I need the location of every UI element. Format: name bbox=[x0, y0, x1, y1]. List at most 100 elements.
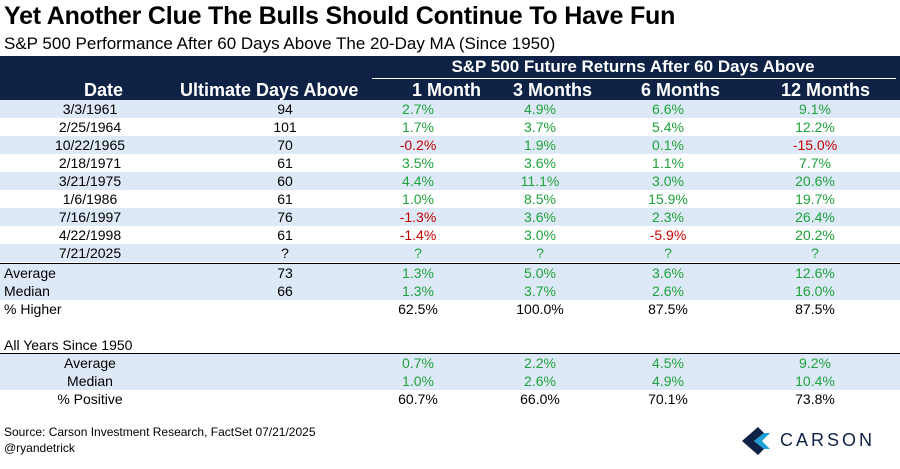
summary-cell-m3: 100.0% bbox=[516, 301, 564, 317]
table-cell-m1: ? bbox=[414, 245, 422, 261]
row-band bbox=[0, 244, 900, 262]
table-row-date: 7/16/1997 bbox=[58, 209, 122, 225]
summary-label: % Higher bbox=[4, 301, 62, 317]
table-row-date: 2/25/1964 bbox=[58, 119, 122, 135]
all-years-cell-m6: 4.9% bbox=[652, 373, 684, 389]
logo-wordmark: CARSON bbox=[780, 430, 876, 450]
summary-cell-m12: 16.0% bbox=[795, 283, 835, 299]
summary-label: Average bbox=[4, 265, 56, 281]
table-row-date: 4/22/1998 bbox=[58, 227, 122, 243]
all-years-row-label: % Positive bbox=[57, 391, 123, 407]
super-header-underline bbox=[372, 78, 896, 79]
table-cell-m1: -0.2% bbox=[399, 137, 437, 153]
table-row-days: ? bbox=[281, 245, 289, 261]
author-handle: @ryandetrick bbox=[4, 441, 75, 455]
table-row-date: 3/21/1975 bbox=[58, 173, 122, 189]
col-header-3m: 3 Months bbox=[513, 80, 592, 100]
all-years-cell-m3: 2.2% bbox=[524, 355, 556, 371]
table-cell-m1: 1.7% bbox=[402, 119, 434, 135]
super-header: S&P 500 Future Returns After 60 Days Abo… bbox=[451, 57, 815, 76]
all-years-cell-m3: 2.6% bbox=[524, 373, 556, 389]
summary-days: 73 bbox=[277, 265, 293, 281]
table-cell-m6: 6.6% bbox=[652, 101, 684, 117]
all-years-cell-m3: 66.0% bbox=[520, 391, 560, 407]
table-cell-m12: 20.6% bbox=[795, 173, 835, 189]
table-cell-m12: 9.1% bbox=[799, 101, 831, 117]
all-years-divider bbox=[0, 353, 900, 354]
row-band bbox=[0, 208, 900, 226]
all-years-row-label: Median bbox=[67, 373, 113, 389]
table-cell-m6: 5.4% bbox=[652, 119, 684, 135]
all-years-cell-m6: 4.5% bbox=[652, 355, 684, 371]
table-cell-m6: 1.1% bbox=[652, 155, 684, 171]
table-cell-m1: 4.4% bbox=[402, 173, 434, 189]
all-years-cell-m6: 70.1% bbox=[648, 391, 688, 407]
table-row-days: 61 bbox=[277, 227, 293, 243]
table-cell-m6: -5.9% bbox=[649, 227, 687, 243]
summary-label: Median bbox=[4, 283, 50, 299]
table-cell-m1: 2.7% bbox=[402, 101, 434, 117]
summary-cell-m3: 3.7% bbox=[524, 283, 556, 299]
table-cell-m3: 3.0% bbox=[524, 227, 556, 243]
table-cell-m6: 3.0% bbox=[652, 173, 684, 189]
all-years-cell-m12: 73.8% bbox=[795, 391, 835, 407]
table-row-days: 61 bbox=[277, 155, 293, 171]
table-cell-m12: ? bbox=[811, 245, 819, 261]
summary-days: 66 bbox=[277, 283, 293, 299]
table-cell-m3: 4.9% bbox=[524, 101, 556, 117]
col-header-days: Ultimate Days Above bbox=[180, 80, 359, 100]
source-note: Source: Carson Investment Research, Fact… bbox=[4, 425, 316, 439]
table-row-date: 1/6/1986 bbox=[62, 191, 118, 207]
summary-divider bbox=[0, 263, 900, 264]
table-cell-m1: -1.4% bbox=[399, 227, 437, 243]
all-years-cell-m1: 1.0% bbox=[402, 373, 434, 389]
all-years-band bbox=[0, 354, 900, 372]
table-row-days: 70 bbox=[277, 137, 293, 153]
carson-chevron-icon bbox=[742, 427, 770, 455]
summary-cell-m12: 87.5% bbox=[795, 301, 835, 317]
all-years-label: All Years Since 1950 bbox=[4, 337, 133, 353]
col-header-1m: 1 Month bbox=[412, 80, 481, 100]
table-cell-m6: ? bbox=[664, 245, 672, 261]
table-cell-m12: 19.7% bbox=[795, 191, 835, 207]
table-cell-m1: -1.3% bbox=[399, 209, 437, 225]
summary-band bbox=[0, 282, 900, 300]
all-years-cell-m1: 0.7% bbox=[402, 355, 434, 371]
table-cell-m3: 11.1% bbox=[520, 173, 560, 189]
chart-title: Yet Another Clue The Bulls Should Contin… bbox=[4, 2, 676, 30]
summary-band bbox=[0, 264, 900, 282]
table-cell-m1: 1.0% bbox=[402, 191, 434, 207]
all-years-cell-m1: 60.7% bbox=[398, 391, 438, 407]
col-header-6m: 6 Months bbox=[641, 80, 720, 100]
all-years-cell-m12: 10.4% bbox=[795, 373, 835, 389]
row-band bbox=[0, 172, 900, 190]
table-cell-m1: 3.5% bbox=[402, 155, 434, 171]
table-row-days: 94 bbox=[277, 101, 293, 117]
table-cell-m12: 7.7% bbox=[799, 155, 831, 171]
table-cell-m6: 2.3% bbox=[652, 209, 684, 225]
table-row-date: 7/21/2025 bbox=[58, 245, 122, 261]
table-cell-m3: 1.9% bbox=[524, 137, 556, 153]
all-years-cell-m12: 9.2% bbox=[799, 355, 831, 371]
all-years-row-label: Average bbox=[64, 355, 116, 371]
table-row-days: 60 bbox=[277, 173, 293, 189]
table-row-date: 2/18/1971 bbox=[58, 155, 122, 171]
summary-cell-m6: 2.6% bbox=[652, 283, 684, 299]
table-row-days: 101 bbox=[273, 119, 297, 135]
table-row-days: 76 bbox=[277, 209, 293, 225]
summary-cell-m6: 87.5% bbox=[648, 301, 688, 317]
summary-cell-m1: 1.3% bbox=[402, 283, 434, 299]
table-cell-m12: 26.4% bbox=[795, 209, 835, 225]
table-cell-m3: 3.7% bbox=[524, 119, 556, 135]
summary-cell-m3: 5.0% bbox=[524, 265, 556, 281]
table-row-days: 61 bbox=[277, 191, 293, 207]
table-row-date: 10/22/1965 bbox=[54, 137, 126, 153]
table-cell-m3: 3.6% bbox=[524, 209, 556, 225]
table-cell-m12: -15.0% bbox=[792, 137, 838, 153]
summary-cell-m6: 3.6% bbox=[652, 265, 684, 281]
table-cell-m6: 15.9% bbox=[648, 191, 688, 207]
summary-cell-m1: 1.3% bbox=[402, 265, 434, 281]
col-header-date: Date bbox=[84, 80, 124, 100]
table-cell-m6: 0.1% bbox=[652, 137, 684, 153]
col-header-12m: 12 Months bbox=[781, 80, 871, 100]
